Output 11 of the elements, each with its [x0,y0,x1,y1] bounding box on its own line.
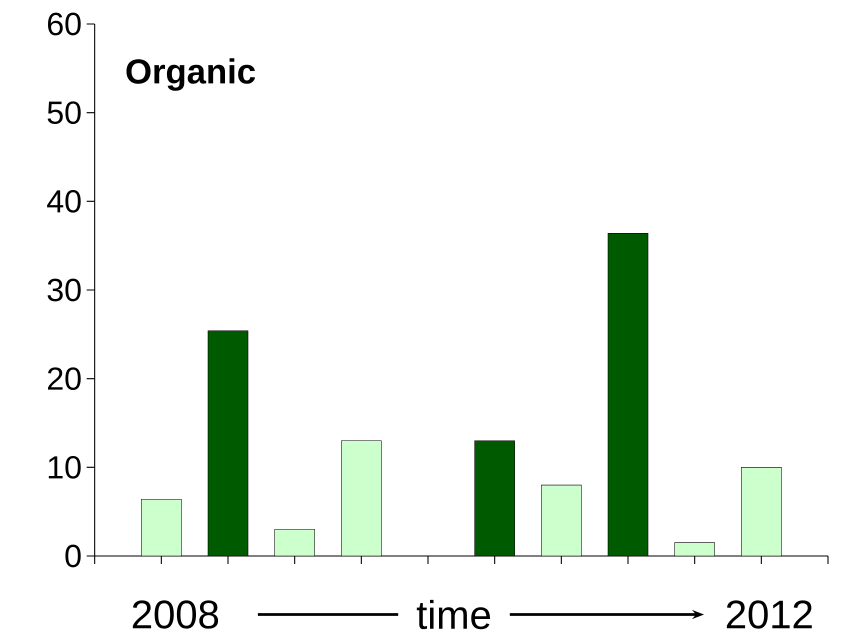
text: Organic [126,58,256,91]
y-tick-label: 60 [48,12,81,36]
y-tick-label: 40 [47,190,81,213]
text: 2012 [726,600,812,629]
y-tick-label: 0 [65,544,81,568]
y-tick-label: 30 [48,278,81,302]
y-tick-label: 50 [48,102,81,124]
y-tick-label: 20 [48,368,81,390]
x-axis-title: time [416,600,490,630]
text: 2008 [132,600,218,629]
y-tick-label: 10 [48,456,81,479]
